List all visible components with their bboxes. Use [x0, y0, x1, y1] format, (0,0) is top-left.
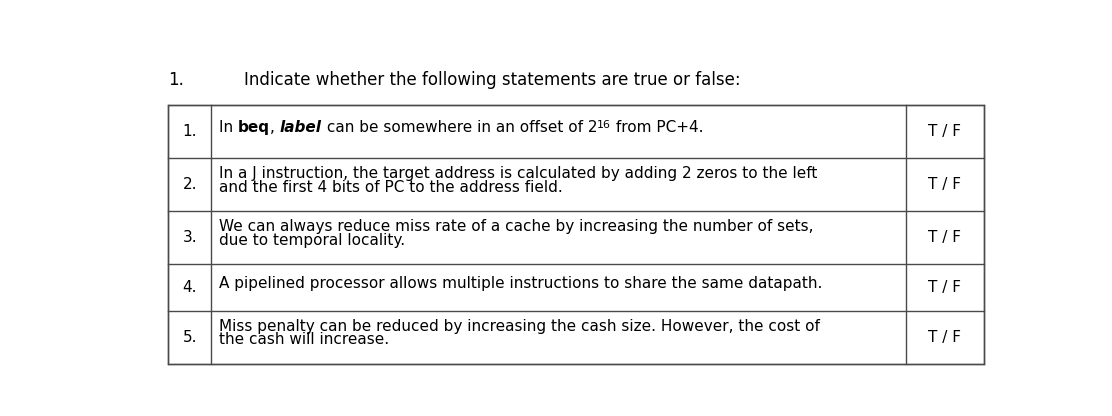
Text: In a J instruction, the target address is calculated by adding 2 zeros to the le: In a J instruction, the target address i… [219, 166, 817, 181]
Text: 4.: 4. [182, 280, 197, 295]
Text: 1.: 1. [168, 72, 185, 89]
Text: Miss penalty can be reduced by increasing the cash size. However, the cost of: Miss penalty can be reduced by increasin… [219, 319, 820, 334]
Text: Indicate whether the following statements are true or false:: Indicate whether the following statement… [244, 72, 741, 89]
Text: T / F: T / F [929, 280, 962, 295]
Text: ,: , [270, 120, 279, 135]
Text: 16: 16 [597, 120, 612, 130]
Text: T / F: T / F [929, 124, 962, 139]
Text: can be somewhere in an offset of 2: can be somewhere in an offset of 2 [321, 120, 597, 135]
Text: 2.: 2. [182, 177, 197, 193]
Text: T / F: T / F [929, 230, 962, 245]
Text: 5.: 5. [182, 330, 197, 345]
Text: label: label [279, 120, 321, 135]
Text: We can always reduce miss rate of a cache by increasing the number of sets,: We can always reduce miss rate of a cach… [219, 219, 813, 234]
Text: 1.: 1. [182, 124, 197, 139]
Text: T / F: T / F [929, 177, 962, 193]
Bar [168, 105, 984, 364]
Text: from PC+4.: from PC+4. [612, 120, 704, 135]
Text: due to temporal locality.: due to temporal locality. [219, 233, 405, 248]
Text: T / F: T / F [929, 330, 962, 345]
Text: 3.: 3. [182, 230, 197, 245]
Text: and the first 4 bits of PC to the address field.: and the first 4 bits of PC to the addres… [219, 180, 563, 195]
Text: the cash will increase.: the cash will increase. [219, 332, 389, 347]
Text: A pipelined processor allows multiple instructions to share the same datapath.: A pipelined processor allows multiple in… [219, 276, 822, 291]
Text: In: In [219, 120, 238, 135]
Text: beq: beq [238, 120, 270, 135]
